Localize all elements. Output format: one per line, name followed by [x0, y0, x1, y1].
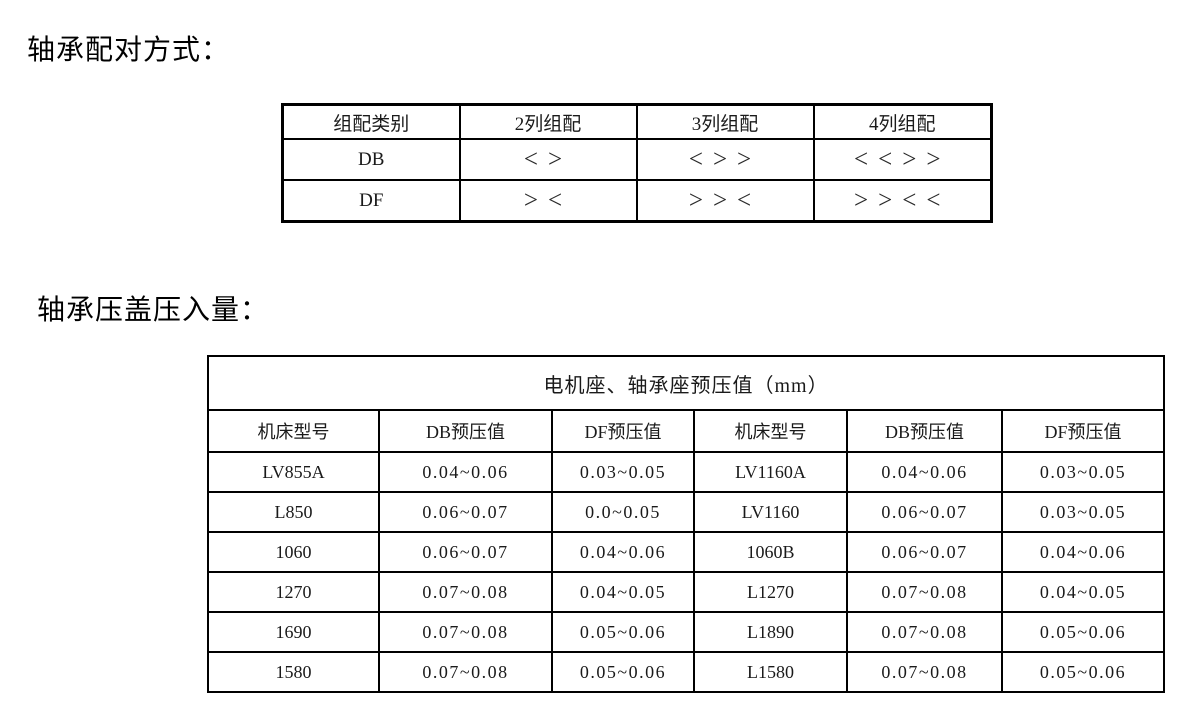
db-preload-cell: 0.06~0.07	[846, 491, 1003, 533]
pairing-type-cell: DF	[281, 179, 461, 223]
db-preload-cell: 0.04~0.06	[846, 451, 1003, 493]
heading-gland-press-in: 轴承压盖压入量：	[37, 294, 270, 325]
machine-model-cell: L1270	[693, 571, 848, 613]
machine-model-cell: 1060	[207, 531, 380, 573]
preload-data-row: 1270 0.07~0.08 0.04~0.05 L1270 0.07~0.08…	[207, 571, 1166, 613]
preload-header-model-right: 机床型号	[693, 409, 848, 453]
machine-model-cell: 1270	[207, 571, 380, 613]
preload-data-row: 1580 0.07~0.08 0.05~0.06 L1580 0.07~0.08…	[207, 651, 1166, 693]
preload-header-df-left: DF预压值	[551, 409, 695, 453]
preload-data-row: L850 0.06~0.07 0.0~0.05 LV1160 0.06~0.07…	[207, 491, 1166, 533]
df-preload-cell: 0.04~0.06	[1000, 531, 1166, 573]
df-preload-cell: 0.05~0.06	[551, 611, 695, 653]
machine-model-cell: 1580	[207, 651, 380, 693]
db-preload-cell: 0.07~0.08	[846, 571, 1003, 613]
heading-bearing-pairing: 轴承配对方式：	[27, 34, 231, 65]
machine-model-cell: LV855A	[207, 451, 380, 493]
machine-model-cell: L1890	[693, 611, 848, 653]
pairing-row-df: DF >< >>< >><<	[281, 179, 993, 223]
preload-data-row: 1690 0.07~0.08 0.05~0.06 L1890 0.07~0.08…	[207, 611, 1166, 653]
db-preload-cell: 0.07~0.08	[378, 651, 553, 693]
preload-header-model-left: 机床型号	[207, 409, 380, 453]
df-preload-cell: 0.04~0.05	[1000, 571, 1166, 613]
pairing-header-3col: 3列组配	[635, 103, 815, 140]
pairing-pattern-cell: <>	[458, 138, 638, 181]
preload-table-title: 电机座、轴承座预压值（mm）	[206, 355, 1166, 411]
pairing-header-row: 组配类别 2列组配 3列组配 4列组配	[281, 103, 993, 140]
df-preload-cell: 0.03~0.05	[551, 451, 695, 493]
df-preload-cell: 0.04~0.06	[551, 531, 695, 573]
db-preload-cell: 0.07~0.08	[378, 571, 553, 613]
db-preload-cell: 0.04~0.06	[378, 451, 553, 493]
db-preload-cell: 0.06~0.07	[846, 531, 1003, 573]
pairing-pattern-cell: <<>>	[812, 138, 993, 181]
df-preload-cell: 0.05~0.06	[1000, 611, 1166, 653]
preload-header-row: 机床型号 DB预压值 DF预压值 机床型号 DB预压值 DF预压值	[207, 409, 1166, 453]
db-preload-cell: 0.07~0.08	[846, 651, 1003, 693]
df-preload-cell: 0.05~0.06	[551, 651, 695, 693]
pairing-header-2col: 2列组配	[458, 103, 638, 140]
df-preload-cell: 0.05~0.06	[1000, 651, 1166, 693]
pairing-header-4col: 4列组配	[812, 103, 993, 140]
preload-value-table: 电机座、轴承座预压值（mm） 机床型号 DB预压值 DF预压值 机床型号 DB预…	[206, 355, 1166, 693]
df-preload-cell: 0.04~0.05	[551, 571, 695, 613]
machine-model-cell: L850	[207, 491, 380, 533]
preload-data-row: LV855A 0.04~0.06 0.03~0.05 LV1160A 0.04~…	[207, 451, 1166, 493]
preload-header-db-right: DB预压值	[846, 409, 1003, 453]
pairing-row-db: DB <> <>> <<>>	[281, 138, 993, 181]
pairing-type-cell: DB	[281, 138, 461, 181]
df-preload-cell: 0.03~0.05	[1000, 491, 1166, 533]
db-preload-cell: 0.06~0.07	[378, 531, 553, 573]
bearing-pairing-table: 组配类别 2列组配 3列组配 4列组配 DB <> <>> <<>> DF ><…	[281, 103, 993, 223]
machine-model-cell: 1060B	[693, 531, 848, 573]
pairing-pattern-cell: <>>	[635, 138, 815, 181]
machine-model-cell: LV1160A	[693, 451, 848, 493]
preload-title-row: 电机座、轴承座预压值（mm）	[206, 355, 1166, 411]
preload-header-df-right: DF预压值	[1000, 409, 1166, 453]
pairing-pattern-cell: >><	[635, 179, 815, 223]
machine-model-cell: 1690	[207, 611, 380, 653]
preload-data-row: 1060 0.06~0.07 0.04~0.06 1060B 0.06~0.07…	[207, 531, 1166, 573]
pairing-pattern-cell: ><	[458, 179, 638, 223]
db-preload-cell: 0.06~0.07	[378, 491, 553, 533]
df-preload-cell: 0.0~0.05	[551, 491, 695, 533]
machine-model-cell: L1580	[693, 651, 848, 693]
pairing-pattern-cell: >><<	[812, 179, 993, 223]
df-preload-cell: 0.03~0.05	[1000, 451, 1166, 493]
pairing-header-category: 组配类别	[281, 103, 461, 140]
db-preload-cell: 0.07~0.08	[378, 611, 553, 653]
preload-header-db-left: DB预压值	[378, 409, 553, 453]
db-preload-cell: 0.07~0.08	[846, 611, 1003, 653]
machine-model-cell: LV1160	[693, 491, 848, 533]
